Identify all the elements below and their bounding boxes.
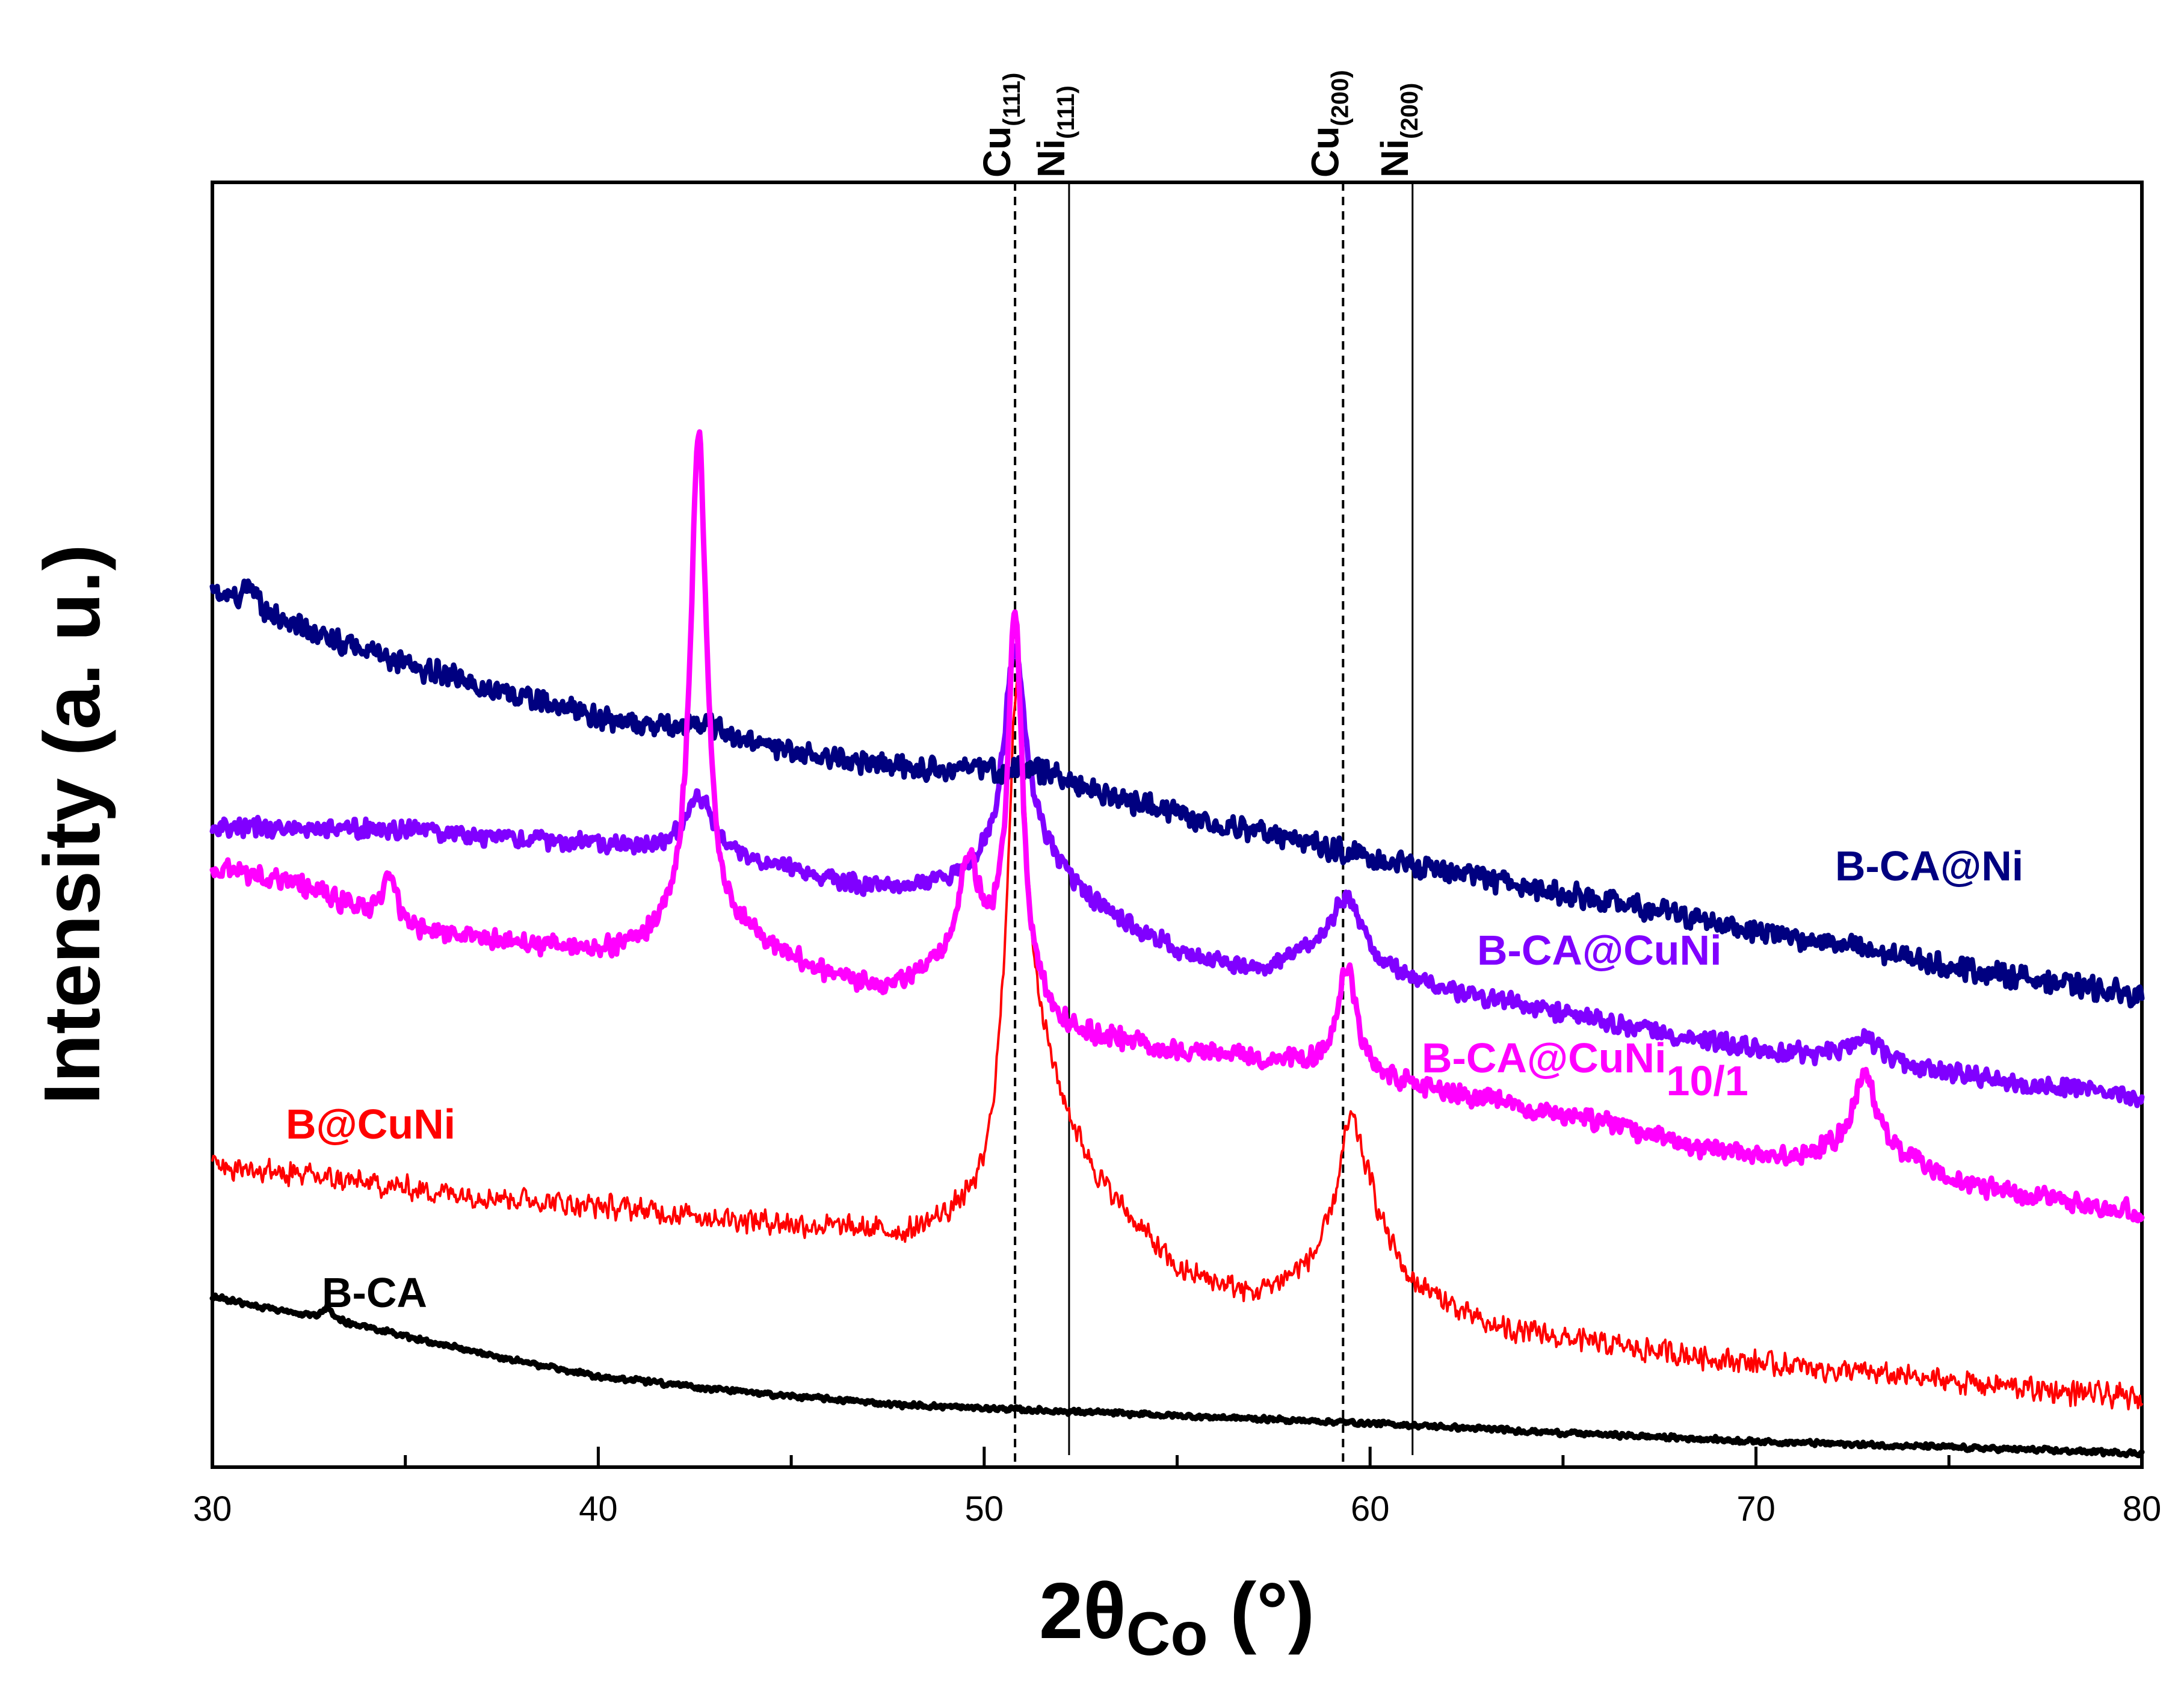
x-tick-label: 30 [193, 1489, 232, 1529]
series-line-b-ca-cuni [209, 643, 2145, 1108]
x-tick-label: 80 [2123, 1489, 2162, 1529]
series-line-b-ca [209, 1292, 2145, 1459]
x-axis-title-main: 2θ [1039, 1566, 1126, 1655]
reference-line-label: Cu(200) [1303, 70, 1353, 178]
reference-lines: Cu(111)Ni(111) Cu(200) Ni(200) [975, 70, 1423, 1467]
reference-line-label: Ni(111) [1029, 85, 1079, 178]
series-layer [209, 429, 2145, 1459]
x-tick-label: 40 [579, 1489, 618, 1529]
label-b-ca: B-CA [322, 1269, 427, 1316]
x-axis-title: 2θCo (°) [1039, 1566, 1315, 1668]
y-axis-title: Intensity (a. u.) [28, 544, 116, 1104]
label-b-ca-at-ni: B-CA@Ni [1835, 842, 2023, 889]
x-tick-label: 70 [1736, 1489, 1775, 1529]
x-tick-label: 50 [965, 1489, 1004, 1529]
reference-line-label: Ni(200) [1373, 83, 1423, 178]
series-line-b-cuni [211, 676, 2143, 1411]
x-axis-ticks: 30 40 50 60 70 80 [193, 1447, 2162, 1529]
x-axis-title-sub: Co [1126, 1600, 1208, 1668]
label-b-at-cuni: B@CuNi [286, 1101, 455, 1148]
label-b-ca-at-cuni: B-CA@CuNi [1477, 927, 1722, 974]
x-axis-title-unit: (°) [1208, 1566, 1315, 1655]
reference-line-label: Cu(111) [975, 73, 1025, 178]
label-b-ca-at-cuni-10-1: B-CA@CuNi10/1 [1422, 1034, 1748, 1104]
series-line-b-ca-cuni10-1 [209, 429, 2145, 1223]
x-tick-label: 60 [1351, 1489, 1390, 1529]
series-line-b-ca-ni [209, 578, 2145, 1009]
